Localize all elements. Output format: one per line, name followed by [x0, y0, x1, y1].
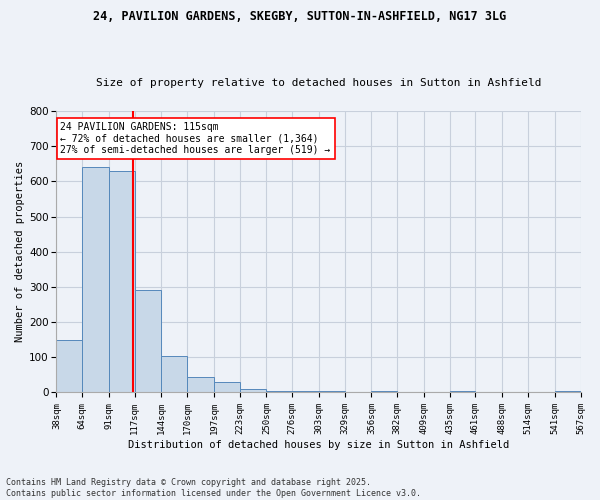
Bar	[450, 390, 475, 392]
Bar	[319, 390, 345, 392]
Bar	[161, 356, 187, 393]
Title: Size of property relative to detached houses in Sutton in Ashfield: Size of property relative to detached ho…	[96, 78, 541, 88]
Bar	[214, 382, 240, 392]
Bar	[109, 171, 134, 392]
Bar	[371, 390, 397, 392]
Bar	[266, 390, 292, 392]
Bar	[56, 340, 82, 392]
Bar	[187, 376, 214, 392]
Text: 24, PAVILION GARDENS, SKEGBY, SUTTON-IN-ASHFIELD, NG17 3LG: 24, PAVILION GARDENS, SKEGBY, SUTTON-IN-…	[94, 10, 506, 23]
Bar	[240, 389, 266, 392]
Bar	[134, 290, 161, 392]
Text: Contains HM Land Registry data © Crown copyright and database right 2025.
Contai: Contains HM Land Registry data © Crown c…	[6, 478, 421, 498]
Text: 24 PAVILION GARDENS: 115sqm
← 72% of detached houses are smaller (1,364)
27% of : 24 PAVILION GARDENS: 115sqm ← 72% of det…	[61, 122, 331, 155]
Bar	[555, 390, 581, 392]
Y-axis label: Number of detached properties: Number of detached properties	[15, 161, 25, 342]
Bar	[292, 390, 319, 392]
Bar	[82, 168, 109, 392]
X-axis label: Distribution of detached houses by size in Sutton in Ashfield: Distribution of detached houses by size …	[128, 440, 509, 450]
